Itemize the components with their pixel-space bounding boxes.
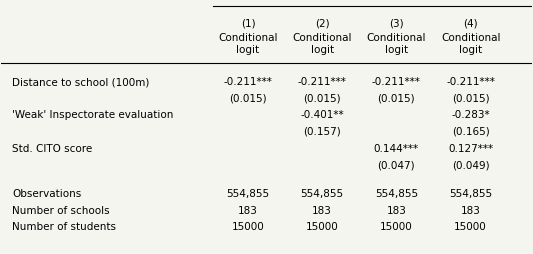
Text: Number of students: Number of students <box>12 222 116 232</box>
Text: Distance to school (100m): Distance to school (100m) <box>12 77 149 87</box>
Text: 183: 183 <box>238 205 258 216</box>
Text: (2): (2) <box>315 18 329 28</box>
Text: (0.165): (0.165) <box>452 127 489 137</box>
Text: 183: 183 <box>312 205 332 216</box>
Text: Conditional
logit: Conditional logit <box>218 33 278 55</box>
Text: 0.144***: 0.144*** <box>374 144 419 154</box>
Text: (0.157): (0.157) <box>303 127 341 137</box>
Text: -0.401**: -0.401** <box>301 110 344 120</box>
Text: Std. CITO score: Std. CITO score <box>12 144 92 154</box>
Text: (0.015): (0.015) <box>303 94 341 104</box>
Text: -0.211***: -0.211*** <box>298 77 346 87</box>
Text: Number of schools: Number of schools <box>12 205 110 216</box>
Text: Conditional
logit: Conditional logit <box>367 33 426 55</box>
Text: 15000: 15000 <box>380 222 413 232</box>
Text: -0.283*: -0.283* <box>451 110 490 120</box>
Text: (0.047): (0.047) <box>377 160 415 170</box>
Text: (0.049): (0.049) <box>452 160 489 170</box>
Text: (1): (1) <box>240 18 255 28</box>
Text: Observations: Observations <box>12 189 81 199</box>
Text: 183: 183 <box>461 205 481 216</box>
Text: Conditional
logit: Conditional logit <box>441 33 500 55</box>
Text: -0.211***: -0.211*** <box>372 77 421 87</box>
Text: (0.015): (0.015) <box>229 94 266 104</box>
Text: 15000: 15000 <box>454 222 487 232</box>
Text: 554,855: 554,855 <box>449 189 492 199</box>
Text: 554,855: 554,855 <box>227 189 270 199</box>
Text: 554,855: 554,855 <box>375 189 418 199</box>
Text: 15000: 15000 <box>231 222 264 232</box>
Text: 183: 183 <box>386 205 406 216</box>
Text: (3): (3) <box>389 18 403 28</box>
Text: 0.127***: 0.127*** <box>448 144 493 154</box>
Text: 554,855: 554,855 <box>301 189 344 199</box>
Text: 15000: 15000 <box>306 222 338 232</box>
Text: 'Weak' Inspectorate evaluation: 'Weak' Inspectorate evaluation <box>12 110 173 120</box>
Text: Conditional
logit: Conditional logit <box>293 33 352 55</box>
Text: (0.015): (0.015) <box>452 94 489 104</box>
Text: (4): (4) <box>463 18 478 28</box>
Text: (0.015): (0.015) <box>377 94 415 104</box>
Text: -0.211***: -0.211*** <box>223 77 272 87</box>
Text: -0.211***: -0.211*** <box>446 77 495 87</box>
